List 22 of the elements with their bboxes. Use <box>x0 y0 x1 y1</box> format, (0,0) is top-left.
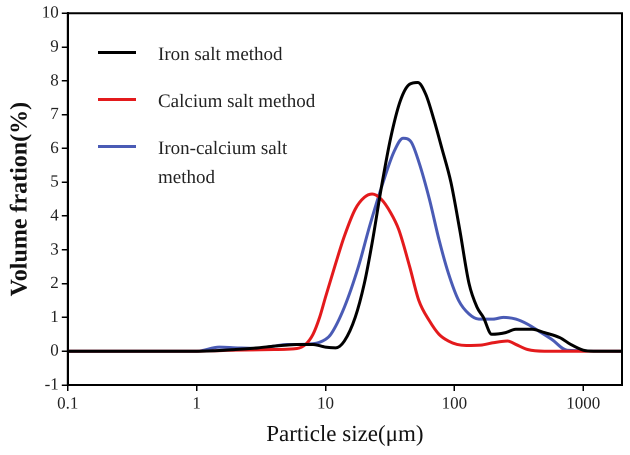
y-tick-label: 4 <box>50 205 60 224</box>
x-tick-label: 100 <box>442 394 468 413</box>
x-tick-label: 1000 <box>566 394 600 413</box>
legend-label: Iron-calcium salt method <box>158 137 288 190</box>
y-axis-title: Volume fration(%) <box>6 102 33 296</box>
x-tick-label: 0.1 <box>57 394 78 413</box>
y-tick-label: -1 <box>44 374 59 394</box>
y-tick-label: 5 <box>50 172 59 191</box>
y-tick-label: 2 <box>50 273 59 292</box>
y-tick-label: 7 <box>50 104 60 124</box>
legend-label: Iron salt method <box>158 43 284 67</box>
y-tick-label: 1 <box>50 306 59 326</box>
y-tick-label: 0 <box>50 340 59 360</box>
x-tick-label: 10 <box>317 394 334 413</box>
y-tick-label: 6 <box>50 138 59 157</box>
x-tick-label: 1 <box>192 394 201 413</box>
y-tick-label: 3 <box>50 239 59 258</box>
legend-label: Calcium salt method <box>158 90 316 114</box>
y-tick-label: 8 <box>50 70 59 90</box>
y-tick-label: 9 <box>50 36 59 56</box>
x-axis-title: Particle size(μm) <box>266 421 424 446</box>
y-tick-label: 10 <box>42 2 59 22</box>
